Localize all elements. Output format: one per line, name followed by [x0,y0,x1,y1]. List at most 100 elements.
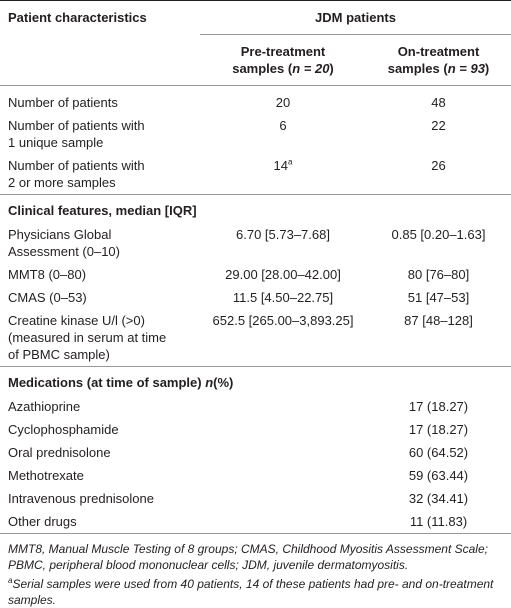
column-title-part: ) [484,61,490,76]
data-table: Patient characteristics JDM patients Pre-t… [0,0,511,534]
table-row: Creatine kinase U/l (>0) (measured in ser… [0,309,511,367]
column-title-part: ) [329,61,334,76]
cell-value: 48 [431,95,446,110]
column-title-part: samples ( [232,61,293,76]
row-label: Number of patients [0,85,200,114]
value-cell: 11.5 [4.50–22.75] [200,286,366,309]
footnote-text: Serial samples were used from 40 patient… [8,577,494,607]
section-title-part: Clinical features, median [IQR] [8,203,197,218]
cell-value: 51 [47–53] [407,290,470,305]
cell-value: 22 [431,118,446,133]
label-line: Other drugs [8,514,77,529]
table-row: Other drugs 11 (11.83) [0,510,511,533]
table-row: Oral prednisolone 60 (64.52) [0,441,511,464]
section-title-part: Medications (at time of sample) [8,375,206,390]
value-cell: 51 [47–53] [366,286,511,309]
value-cell: 11 (11.83) [366,510,511,533]
row-label: CMAS (0–53) [0,286,200,309]
section-row: Medications (at time of sample) n(%) [0,366,511,395]
cell-value: 29.00 [28.00–42.00] [225,267,341,282]
table-row: CMAS (0–53) 11.5 [4.50–22.75] 51 [47–53] [0,286,511,309]
row-label: Other drugs [0,510,200,533]
label-line: Intravenous prednisolone [8,491,154,506]
value-cell [200,418,366,441]
value-cell [200,510,366,533]
footnote: aSerial samples were used from 40 patien… [8,576,503,608]
row-label: Number of patients with 1 unique sample [0,114,200,154]
value-cell [200,487,366,510]
label-line: Oral prednisolone [8,445,111,460]
row-label: Physicians Global Assessment (0–10) [0,223,200,263]
cell-value: 14 [273,158,288,173]
value-cell: 48 [366,85,511,114]
cell-value: 0.85 [0.20–1.63] [391,227,486,242]
cell-value: 652.5 [265.00–3,893.25] [212,313,354,328]
cell-value: 17 (18.27) [408,422,469,437]
value-cell: 29.00 [28.00–42.00] [200,263,366,286]
table-row: Physicians Global Assessment (0–10) 6.70 [… [0,223,511,263]
value-cell: 6.70 [5.73–7.68] [200,223,366,263]
footnote-mark: a [8,576,13,585]
value-cell: 652.5 [265.00–3,893.25] [200,309,366,367]
value-cell: 87 [48–128] [366,309,511,367]
row-label: Intravenous prednisolone [0,487,200,510]
footnote-text: MMT8, Manual Muscle Testing of 8 groups;… [8,542,488,572]
table-body: Patient characteristics JDM patients Pre-t… [0,0,511,534]
row-label: Creatine kinase U/l (>0) (measured in ser… [0,309,200,367]
label-line: 2 or more samples [8,175,116,190]
value-cell: 59 (63.44) [366,464,511,487]
label-line: Number of patients with [8,118,145,133]
section-title: Medications (at time of sample) n(%) [0,366,511,395]
section-title-part: (%) [213,375,234,390]
value-cell [200,441,366,464]
value-cell: 20 [200,85,366,114]
row-label: Azathioprine [0,395,200,418]
cell-value: 59 (63.44) [408,468,469,483]
label-line: Creatine kinase U/l (>0) [8,313,145,328]
table-row: Number of patients with 1 unique sample 6 2… [0,114,511,154]
table-row: Number of patients 20 48 [0,85,511,114]
section-title-part: n [205,375,214,390]
label-line: CMAS (0–53) [8,290,87,305]
value-cell: 17 (18.27) [366,395,511,418]
header-row: Patient characteristics JDM patients [0,0,511,86]
value-cell: 14a [200,154,366,195]
group-title: JDM patients [315,10,396,25]
cell-value: 11 (11.83) [409,514,468,529]
header-cell: Pre-treatment samples (n = 20) [200,35,366,86]
label-line: MMT8 (0–80) [8,267,87,282]
value-cell: 80 [76–80] [366,263,511,286]
header-cell: JDM patients [200,0,511,35]
value-cell [200,395,366,418]
value-cell: 6 [200,114,366,154]
footnote-mark: a [288,157,293,167]
label-line: Number of patients with [8,158,145,173]
column-title: On-treatment [397,44,480,59]
cell-value: 60 (64.52) [408,445,469,460]
value-cell: 26 [366,154,511,195]
column-title: Pre-treatment [240,44,326,59]
label-line: (measured in serum at time [8,330,167,345]
row-label: MMT8 (0–80) [0,263,200,286]
cell-value: 6.70 [5.73–7.68] [236,227,330,242]
column-title-part: samples ( [387,61,448,76]
cell-value: 80 [76–80] [407,267,470,282]
cell-value: 26 [431,158,446,173]
cell-value: 20 [275,95,291,110]
column-title: Patient characteristics [8,10,147,25]
value-cell: 32 (34.41) [366,487,511,510]
label-line: Methotrexate [8,468,84,483]
header-row: Pre-treatment samples (n = 20) On-treatmen… [0,35,511,86]
row-label: Number of patients with 2 or more samples [0,154,200,195]
value-cell: 0.85 [0.20–1.63] [366,223,511,263]
header-cell: On-treatment samples (n = 93) [366,35,511,86]
header-cell: Patient characteristics [0,0,200,86]
row-label: Cyclophosphamide [0,418,200,441]
table-row: Methotrexate 59 (63.44) [0,464,511,487]
row-label: Methotrexate [0,464,200,487]
cell-value: 87 [48–128] [404,313,473,328]
label-line: Azathioprine [8,399,81,414]
column-title: samples (n = 20) [208,60,358,77]
table-row: Azathioprine 17 (18.27) [0,395,511,418]
